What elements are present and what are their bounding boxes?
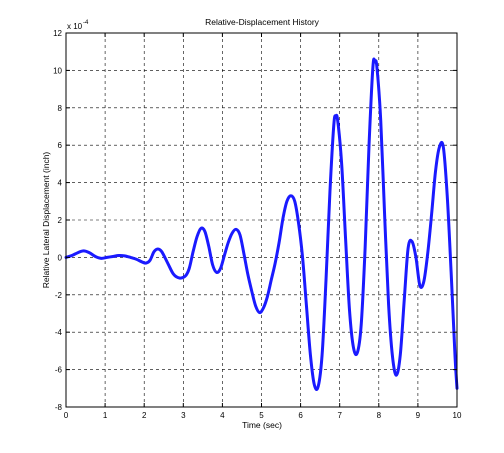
- y-tick-label: 4: [58, 179, 63, 188]
- y-tick-label: -4: [55, 328, 63, 337]
- x-tick-label: 8: [377, 411, 382, 420]
- y-tick-label: -8: [55, 403, 63, 412]
- chart-title: Relative-Displacement History: [205, 17, 320, 27]
- y-tick-label: 12: [53, 29, 62, 38]
- x-axis-title: Time (sec): [242, 420, 282, 430]
- axis-ticks: [65, 32, 458, 408]
- x-tick-label: 6: [298, 411, 303, 420]
- y-tick-label: -6: [55, 366, 63, 375]
- y-exponent-label: x 10 -4: [67, 20, 89, 31]
- x-tick-label: 3: [181, 411, 186, 420]
- y-tick-labels: -8 -6 -4 -2 0 2 4 6 8 10 12: [53, 29, 62, 412]
- y-tick-label: 10: [53, 66, 62, 75]
- y-tick-label: 8: [58, 104, 63, 113]
- x-tick-labels: 0 1 2 3 4 5 6 7 8 9 10: [64, 411, 462, 420]
- y-exponent-power: -4: [83, 20, 89, 26]
- y-tick-label: 2: [58, 216, 63, 225]
- y-tick-label: 6: [58, 141, 63, 150]
- x-tick-label: 5: [259, 411, 264, 420]
- x-tick-label: 0: [64, 411, 69, 420]
- y-exponent-base: x 10: [67, 22, 83, 31]
- x-tick-label: 9: [416, 411, 421, 420]
- x-tick-label: 4: [220, 411, 225, 420]
- x-tick-label: 1: [103, 411, 108, 420]
- y-tick-label: -2: [55, 291, 63, 300]
- x-tick-label: 2: [142, 411, 147, 420]
- series-layer: [64, 57, 459, 391]
- displacement-series-line: [64, 57, 459, 391]
- y-axis-title: Relative Lateral Displacement (inch): [41, 152, 51, 289]
- x-tick-label: 10: [453, 411, 462, 420]
- x-tick-label: 7: [337, 411, 342, 420]
- y-tick-label: 0: [58, 253, 63, 262]
